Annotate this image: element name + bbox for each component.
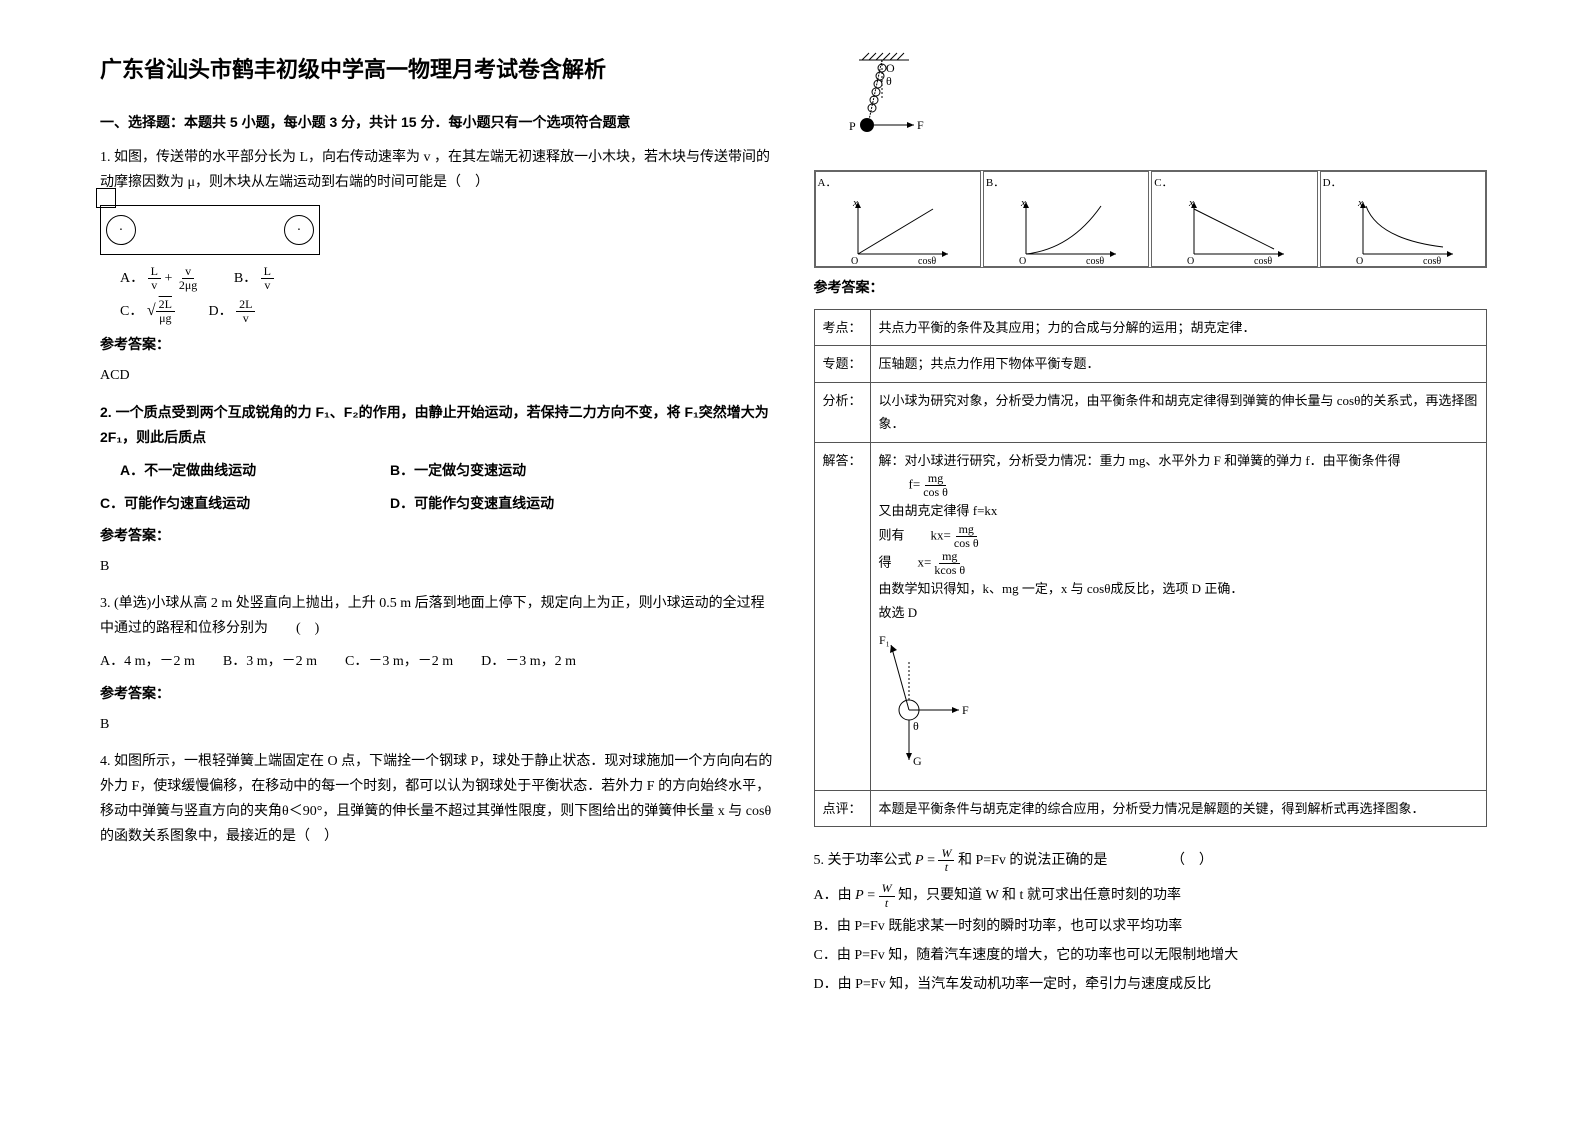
q1-optC-label: C． [120,304,143,319]
row-jieda-label: 解答： [814,442,870,790]
q1-optD-label: D． [208,304,232,319]
question-4-stem: 4. 如图所示，一根轻弹簧上端固定在 O 点，下端拴一个钢球 P，球处于静止状态… [100,749,774,850]
q3-num: 3. [100,596,111,611]
graph-options: A． x Ocosθ B． x Ocosθ C． x Ocosθ [814,170,1488,268]
fig-O-label: O [886,61,895,75]
section1-title: 一、选择题：本题共 5 小题，每小题 3 分，共计 15 分．每小题只有一个选项… [100,110,774,135]
spring-svg: O θ P F [814,50,944,160]
svg-text:cosθ: cosθ [1086,256,1104,264]
spring-figure: O θ P F [814,50,944,160]
left-wheel: · [106,215,136,245]
q5-optA-pre: A．由 [814,888,852,903]
q1-ans: ACD [100,363,774,388]
question-1: 1. 如图，传送带的水平部分长为 L，向右传动速率为 v ，在其左端无初速释放一… [100,145,774,388]
q3-ans-label: 参考答案： [100,682,774,707]
svg-text:cosθ: cosθ [1254,256,1272,264]
left-column: 广东省汕头市鹤丰初级中学高一物理月考试卷含解析 一、选择题：本题共 5 小题，每… [80,50,794,1072]
row-kaodian: 共点力平衡的条件及其应用；力的合成与分解的运用；胡克定律． [870,309,1486,345]
svg-text:F₁: F₁ [879,633,890,647]
solution-table: 考点：共点力平衡的条件及其应用；力的合成与分解的运用；胡克定律． 专题：压轴题；… [814,309,1488,827]
q2-ans-label: 参考答案： [100,524,774,549]
q2-text: 一个质点受到两个互成锐角的力 F₁、F₂的作用，由静止开始运动，若保持二力方向不… [100,404,769,445]
q4-num: 4. [100,754,111,769]
q1-fracD: 2Lv [236,298,255,325]
q2-optA: A．不一定做曲线运动 [120,458,360,483]
q4-text: 如图所示，一根轻弹簧上端固定在 O 点，下端拴一个钢球 P，球处于静止状态．现对… [100,754,772,845]
q5-text-pre: 关于功率公式 [828,853,912,868]
q5-num: 5. [814,853,825,868]
svg-text:cosθ: cosθ [918,256,936,264]
svg-text:F: F [962,703,969,717]
row-fenxi: 以小球为研究对象，分析受力情况，由平衡条件和胡克定律得到弹簧的伸长量与 cosθ… [870,382,1486,442]
q5-text-end: （ ） [1171,853,1213,868]
svg-text:O: O [1356,256,1363,264]
fig-P-label: P [849,119,856,133]
q2-ans: B [100,554,774,579]
q1-fracA1: Lv [148,265,161,292]
exam-title: 广东省汕头市鹤丰初级中学高一物理月考试卷含解析 [100,50,774,90]
row-kaodian-label: 考点： [814,309,870,345]
svg-text:O: O [851,256,858,264]
row-dianping-label: 点评： [814,790,870,826]
graph-C: C． x Ocosθ [1151,171,1317,267]
belt-diagram: · · [100,205,320,255]
question-5: 5. 关于功率公式 P = Wt 和 P=Fv 的说法正确的是 （ ） A．由 … [814,847,1488,997]
svg-text:cosθ: cosθ [1423,256,1441,264]
row-zhuanti-label: 专题： [814,346,870,382]
q2-optC: C．可能作匀速直线运动 [100,491,360,516]
svg-text:θ: θ [913,719,919,733]
graph-B: B． x Ocosθ [983,171,1149,267]
q3-text: (单选)小球从高 2 m 处竖直向上抛出，上升 0.5 m 后落到地面上停下，规… [100,596,765,636]
q2-num: 2. [100,404,112,420]
graph-D: D． x Ocosθ [1320,171,1486,267]
q1-optB-label: B． [234,271,257,286]
q5-text-mid: 和 P=Fv 的说法正确的是 [958,853,1107,868]
row-zhuanti: 压轴题；共点力作用下物体平衡专题． [870,346,1486,382]
q5-optA-post: 知，只要知道 W 和 t 就可求出任意时刻的功率 [898,888,1181,903]
q1-options: A． Lv + v2μg B． Lv C． √2Lμg D． 2Lv [120,265,774,325]
q1-num: 1. [100,150,111,165]
q1-fracC: 2Lμg [156,298,175,325]
row-fenxi-label: 分析： [814,382,870,442]
row-dianping: 本题是平衡条件与胡克定律的综合应用，分析受力情况是解题的关键，得到解析式再选择图… [870,790,1486,826]
q3-ans: B [100,712,774,737]
q1-ans-label: 参考答案： [100,333,774,358]
question-2: 2. 一个质点受到两个互成锐角的力 F₁、F₂的作用，由静止开始运动，若保持二力… [100,400,774,579]
svg-text:O: O [1019,256,1026,264]
q1-fracB: Lv [261,265,274,292]
q5-optD: D．由 P=Fv 知，当汽车发动机功率一定时，牵引力与速度成反比 [814,972,1488,997]
row-jieda: 解：对小球进行研究，分析受力情况：重力 mg、水平外力 F 和弹簧的弹力 f．由… [870,442,1486,790]
force-diagram: F₁ F θ G [879,630,979,770]
q1-optA-label: A． [120,271,144,286]
q5-optB: B．由 P=Fv 既能求某一时刻的瞬时功率，也可以求平均功率 [814,914,1488,939]
right-column: O θ P F A． x Ocosθ B． x [794,50,1508,1072]
fig-ball [860,118,874,132]
right-wheel: · [284,215,314,245]
svg-text:O: O [1187,256,1194,264]
fig-F-label: F [917,118,924,132]
svg-text:G: G [913,754,922,768]
q1-fracA2: v2μg [176,265,200,292]
q4-ans-label: 参考答案： [814,276,1488,301]
q3-opts: A．4 m，－2 m B．3 m，－2 m C．－3 m，－2 m D．－3 m… [100,649,774,674]
fig-theta-label: θ [886,74,892,88]
q1-text: 如图，传送带的水平部分长为 L，向右传动速率为 v ，在其左端无初速释放一小木块… [100,150,770,190]
graph-A: A． x Ocosθ [815,171,981,267]
q2-optD: D．可能作匀变速直线运动 [390,491,554,516]
q2-optB: B．一定做匀变速运动 [390,458,526,483]
question-3: 3. (单选)小球从高 2 m 处竖直向上抛出，上升 0.5 m 后落到地面上停… [100,591,774,737]
q5-optC: C．由 P=Fv 知，随着汽车速度的增大，它的功率也可以无限制地增大 [814,943,1488,968]
